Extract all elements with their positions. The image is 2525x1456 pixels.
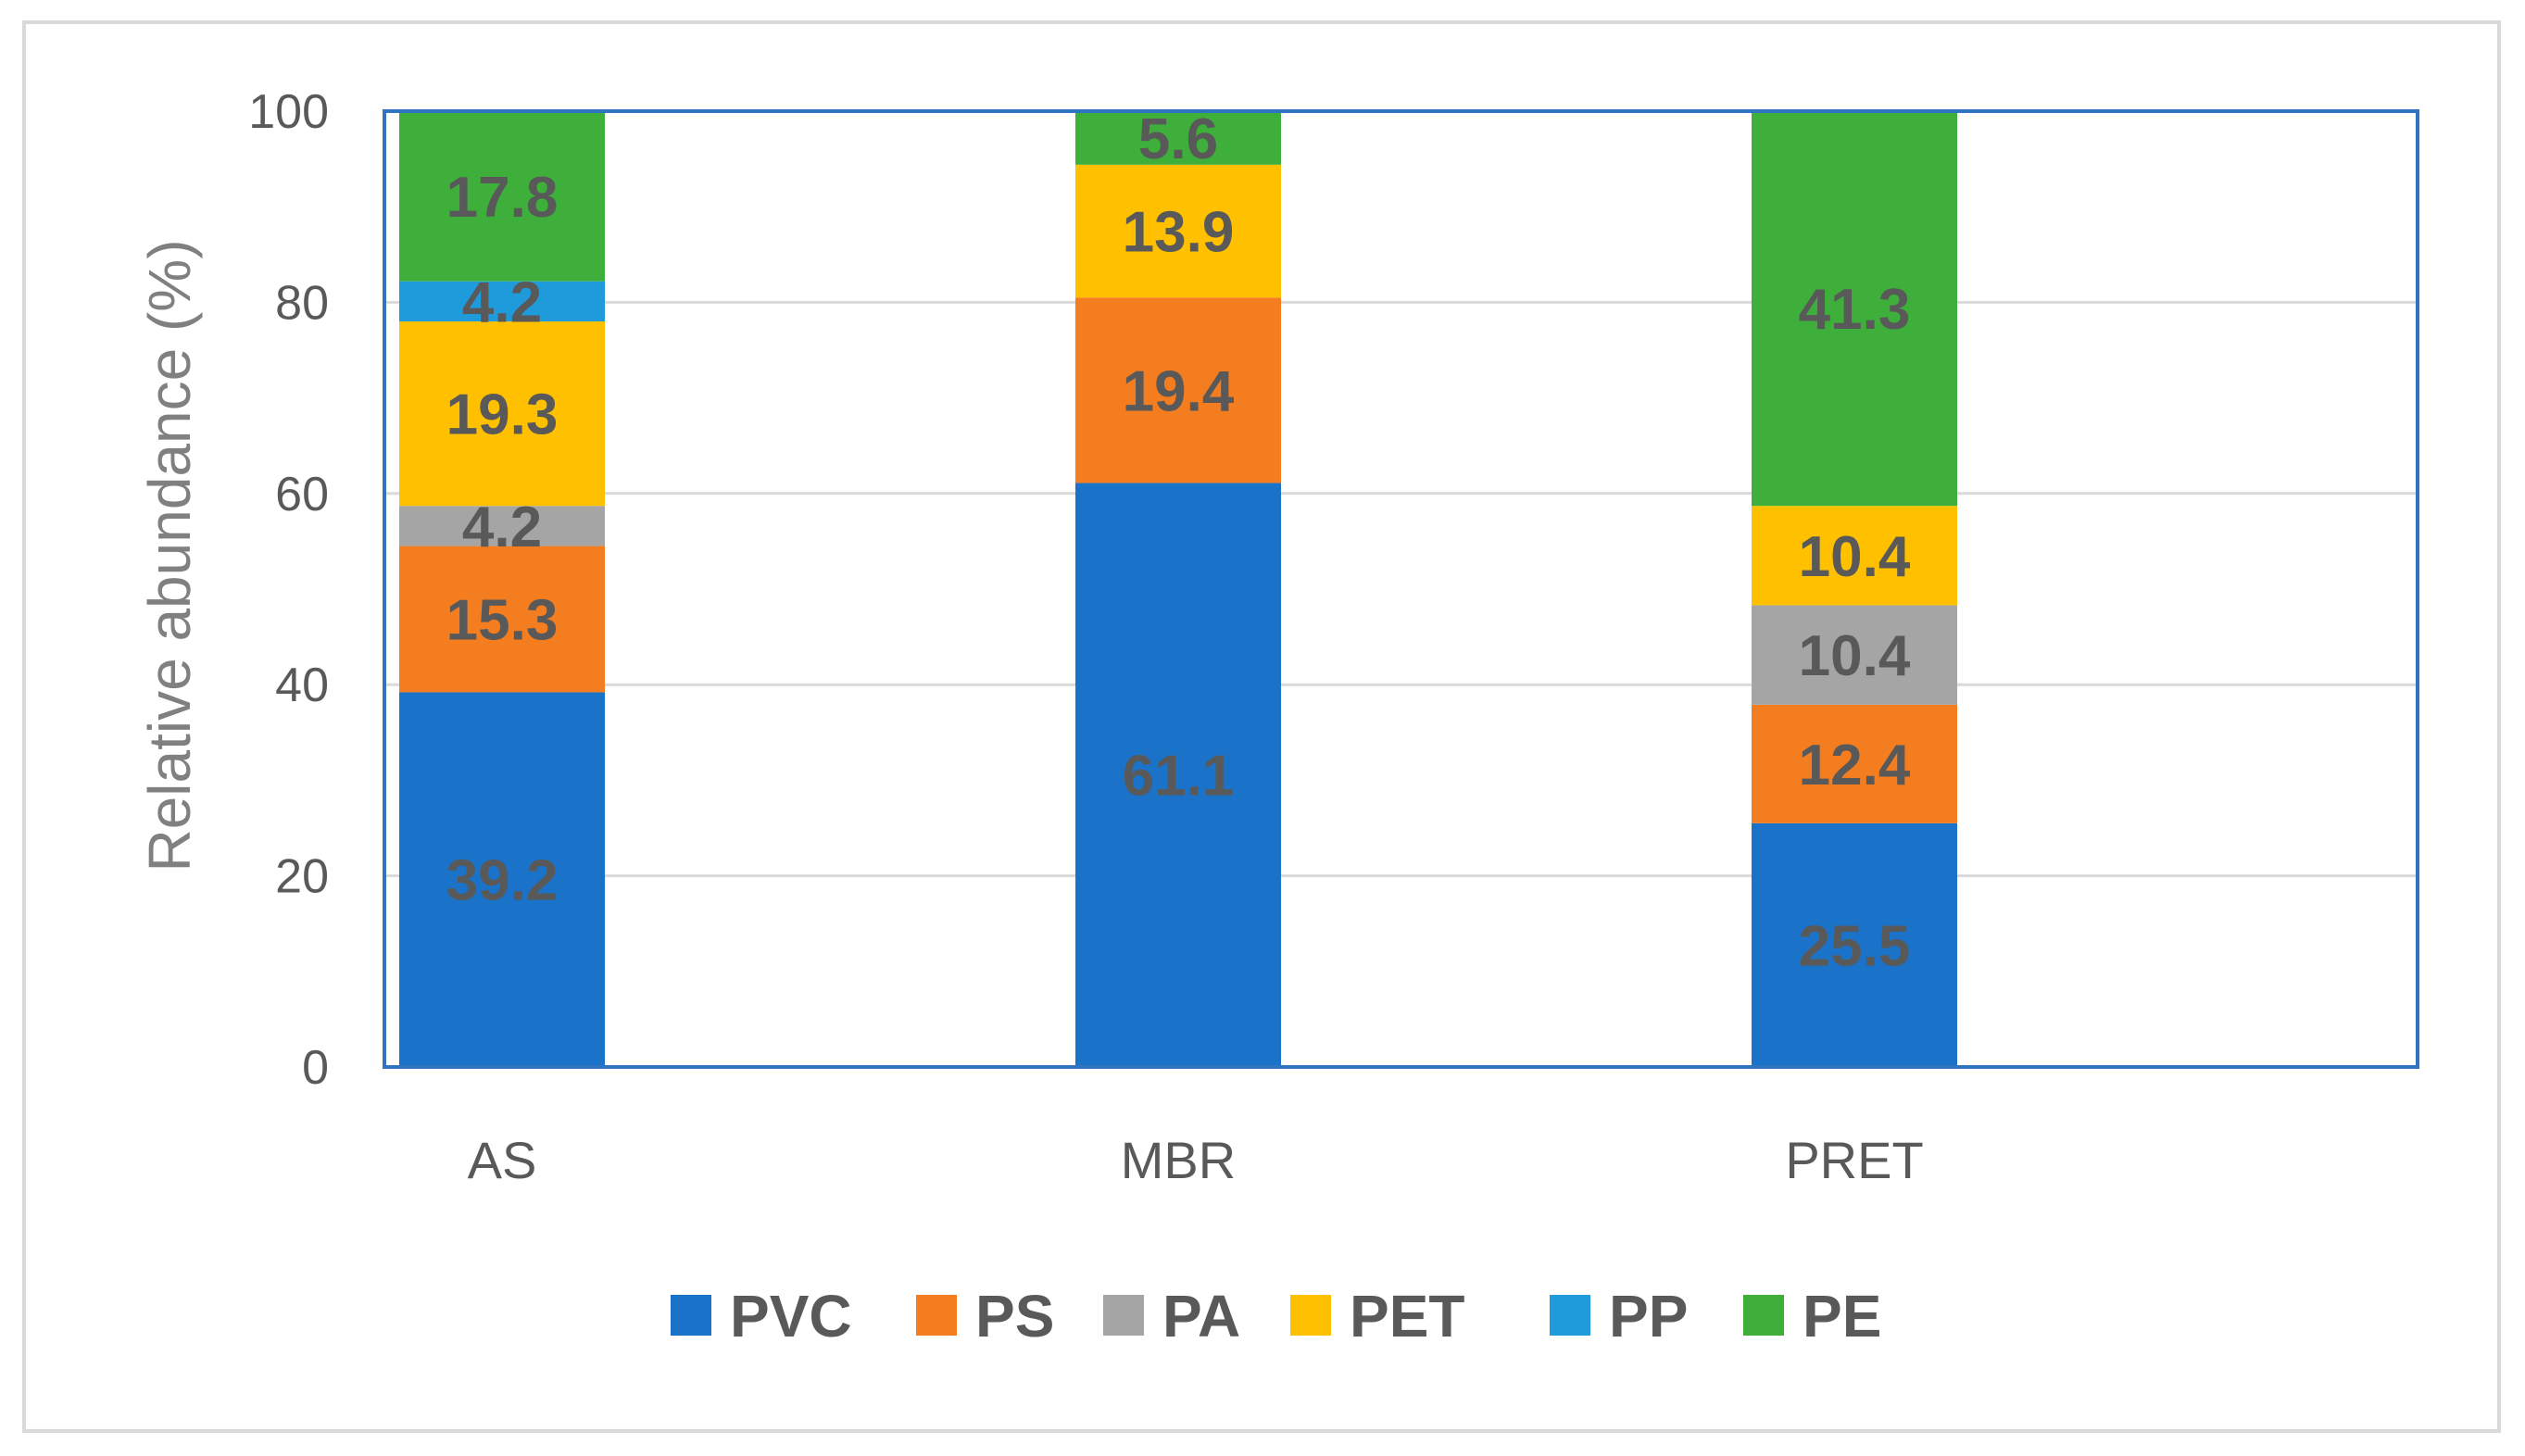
y-tick-0: 0 [302,1041,329,1095]
legend-swatch-ps [916,1295,957,1336]
data-label-pret-pe: 41.3 [1799,278,1911,342]
legend-label-ps: PS [975,1283,1054,1349]
bar-pret-pe [1752,111,1957,507]
legend-swatch-pet [1290,1295,1331,1336]
bar-mbr-pvc [1075,483,1281,1067]
bar-as-pvc [399,692,605,1067]
data-label-mbr-pet: 13.9 [1123,201,1235,265]
legend-swatch-pa [1103,1295,1144,1336]
data-label-as-pe: 17.8 [446,166,559,230]
gridlines [384,300,2418,878]
y-tick-20: 20 [275,850,329,904]
plot-area-border [383,109,2419,1069]
data-label-as-pet: 19.3 [446,383,559,447]
y-axis-ticks: 0 20 40 60 80 100 [248,85,329,1095]
bar-as-pa [399,506,605,546]
data-label-as-ps: 15.3 [446,589,559,653]
bar-as-pet [399,321,605,507]
y-tick-60: 60 [275,468,329,521]
y-tick-100: 100 [248,85,329,139]
x-category-pret: PRET [1785,1131,1923,1189]
legend: PVC PS PA PET PP PE [671,1283,1881,1349]
legend-label-pet: PET [1350,1283,1464,1349]
legend-swatch-pvc [671,1295,711,1336]
legend-label-pa: PA [1162,1283,1240,1349]
bar-as-pp [399,281,605,322]
data-label-pret-ps: 12.4 [1799,734,1911,797]
x-category-as: AS [468,1131,537,1189]
data-label-as-pvc: 39.2 [446,849,559,913]
data-label-pret-pvc: 25.5 [1799,914,1911,978]
plot-area-frame [383,109,2419,1069]
bar-as-pe [399,111,605,282]
data-label-mbr-pe: 5.6 [1138,107,1218,171]
bar-pret-pet [1752,506,1957,606]
legend-label-pvc: PVC [730,1283,852,1349]
data-label-as-pp: 4.2 [462,270,542,334]
data-label-mbr-ps: 19.4 [1123,359,1235,423]
y-tick-80: 80 [275,276,329,330]
bar-pret-pvc [1752,822,1957,1067]
bar-as-ps [399,546,605,693]
bar-mbr-pe [1075,111,1281,165]
bar-mbr-pet [1075,164,1281,298]
y-axis-label: Relative abundance (%) [136,239,203,872]
legend-swatch-pe [1743,1295,1784,1336]
bar-pret-pa [1752,605,1957,705]
data-label-as-pa: 4.2 [462,496,542,559]
data-label-pret-pa: 10.4 [1799,624,1911,688]
x-axis-categories: AS MBR PRET [468,1131,1924,1189]
legend-label-pe: PE [1803,1283,1881,1349]
bar-pret-ps [1752,704,1957,823]
x-category-mbr: MBR [1121,1131,1236,1189]
bar-mbr-ps [1075,297,1281,483]
y-tick-40: 40 [275,659,329,712]
bar-segments [399,111,1957,1067]
legend-label-pp: PP [1609,1283,1688,1349]
data-label-pret-pet: 10.4 [1799,525,1911,589]
legend-swatch-pp [1550,1295,1590,1336]
data-label-mbr-pvc: 61.1 [1123,745,1235,809]
data-labels: 39.2 15.3 4.2 19.3 4.2 17.8 61.1 19.4 13.9 5.6 25.… [446,107,1911,979]
